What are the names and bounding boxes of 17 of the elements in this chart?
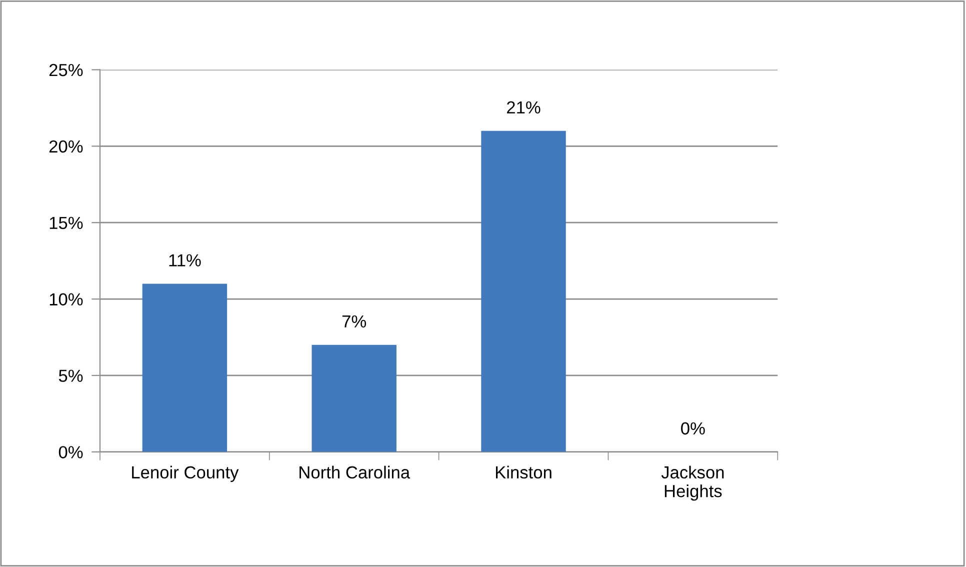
data-label: 21% — [507, 101, 540, 114]
bar — [481, 130, 566, 452]
data-label: 7% — [342, 315, 366, 328]
x-tick-label: Lenoir County — [132, 466, 239, 482]
bar — [142, 284, 228, 452]
y-tick-label: 25% — [49, 64, 83, 76]
y-tick-label: 10% — [50, 293, 83, 306]
x-tick-label: Kinston — [496, 466, 552, 479]
y-tick-label: 20% — [49, 140, 83, 153]
y-tick-label: 15% — [50, 216, 83, 230]
data-label: 11% — [169, 254, 201, 266]
y-tick-label: 5% — [58, 370, 83, 382]
bar — [312, 344, 396, 452]
y-tick-label: 0% — [58, 446, 83, 458]
x-tick-label: Jackson Heights — [661, 466, 724, 501]
x-tick-label: North Carolina — [300, 466, 410, 479]
data-label: 0% — [681, 422, 705, 435]
